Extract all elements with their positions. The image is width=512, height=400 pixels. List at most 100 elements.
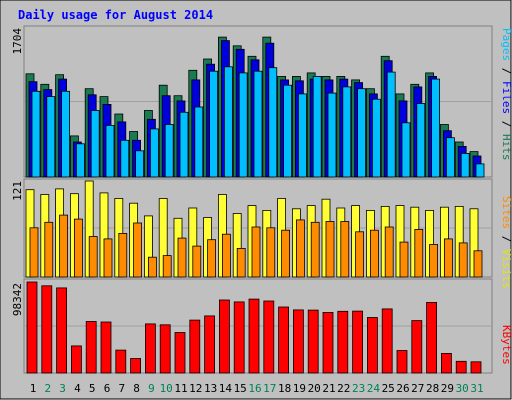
day-label-10: 10 — [160, 382, 173, 395]
kbytes-bar-day-14 — [218, 299, 230, 374]
sites-bar-day-10 — [162, 255, 172, 278]
sites-bar-day-7 — [118, 232, 128, 278]
pages-bar-day-29 — [445, 137, 455, 178]
day-label-26: 26 — [396, 382, 409, 395]
day-label-23: 23 — [352, 382, 365, 395]
kbytes-bar-day-15 — [233, 301, 245, 374]
day-axis-labels: 1 2 3 4 5 6 7 8 9 10 11 12 13 14 15 16 17 18 19 20 21 22 23 24 2… — [30, 382, 484, 395]
sites-bar-day-18 — [281, 229, 291, 278]
kbytes-bar-day-10 — [159, 324, 171, 374]
sites-bar-day-2 — [44, 221, 54, 278]
sites-bar-day-20 — [310, 221, 320, 278]
day-label-6: 6 — [104, 382, 111, 395]
day-label-5: 5 — [89, 382, 96, 395]
sites-bar-day-25 — [384, 226, 394, 278]
pages-bar-day-23 — [357, 88, 367, 178]
sites-bar-day-14 — [221, 233, 231, 278]
pages-bar-day-12 — [194, 106, 204, 178]
pages-bar-day-10 — [164, 124, 174, 178]
day-label-24: 24 — [367, 382, 381, 395]
day-label-28: 28 — [426, 382, 439, 395]
pages-bar-day-6 — [105, 125, 115, 178]
kbytes-bar-day-21 — [322, 311, 334, 374]
day-label-7: 7 — [118, 382, 125, 395]
kbytes-bar-day-11 — [174, 332, 186, 374]
legend-visits: Visits — [500, 249, 512, 289]
pages-bar-day-27 — [416, 103, 426, 178]
kbytes-bar-day-2 — [41, 285, 53, 374]
kbytes-bar-day-31 — [470, 361, 482, 374]
day-label-14: 14 — [219, 382, 233, 395]
pages-bar-day-15 — [238, 72, 248, 178]
sites-bar-day-5 — [88, 236, 98, 278]
sites-bar-day-3 — [59, 214, 68, 278]
sites-bar-day-6 — [103, 238, 113, 278]
sites-bar-day-1 — [29, 227, 39, 278]
day-label-4: 4 — [74, 382, 81, 395]
pages-bar-day-25 — [386, 71, 396, 178]
legend-files: Files — [500, 81, 512, 114]
sites-bar-day-31 — [473, 250, 483, 278]
pages-bar-day-19 — [297, 93, 307, 178]
pages-bar-day-22 — [342, 86, 352, 178]
day-label-13: 13 — [204, 382, 217, 395]
kbytes-bar-day-13 — [204, 315, 216, 374]
legend-pages: Pages — [500, 28, 512, 61]
kbytes-bar-day-3 — [56, 287, 67, 374]
day-label-18: 18 — [278, 382, 291, 395]
kbytes-bar-day-5 — [85, 321, 97, 374]
day-label-25: 25 — [382, 382, 395, 395]
pages-bar-day-17 — [268, 67, 278, 178]
kbytes-bar-day-7 — [115, 349, 127, 374]
pages-bar-day-28 — [431, 78, 441, 178]
sites-bar-day-23 — [355, 231, 365, 278]
sites-bar-day-21 — [325, 221, 335, 278]
kbytes-bar-day-25 — [381, 308, 393, 374]
day-label-20: 20 — [308, 382, 321, 395]
panel-top-ymax: 1704 — [11, 28, 24, 55]
pages-bar-day-5 — [90, 110, 100, 178]
kbytes-bar-day-16 — [248, 298, 260, 374]
pages-bar-day-8 — [135, 150, 145, 178]
sites-bar-day-9 — [147, 256, 157, 278]
sites-bar-day-8 — [133, 222, 143, 278]
day-label-16: 16 — [248, 382, 261, 395]
pages-bar-day-21 — [327, 92, 337, 178]
day-label-15: 15 — [234, 382, 247, 395]
legend-hits: Hits — [500, 134, 512, 161]
day-label-29: 29 — [441, 382, 454, 395]
sites-bar-day-17 — [266, 227, 276, 278]
kbytes-bar-day-9 — [144, 323, 156, 374]
sites-bar-day-16 — [251, 226, 261, 278]
day-label-1: 1 — [30, 382, 37, 395]
panel-top-legend: Pages / Files / Hits — [500, 28, 512, 161]
day-label-22: 22 — [337, 382, 350, 395]
kbytes-bar-day-18 — [278, 306, 290, 374]
day-label-12: 12 — [189, 382, 202, 395]
pages-bar-day-30 — [460, 152, 470, 178]
kbytes-bar-day-22 — [337, 310, 349, 374]
kbytes-bar-day-26 — [396, 350, 408, 374]
kbytes-bar-day-23 — [352, 310, 364, 374]
kbytes-bar-day-24 — [366, 317, 378, 374]
sites-bar-day-24 — [369, 229, 379, 278]
panel-mid-ymax: 121 — [11, 181, 24, 201]
kbytes-bar-day-20 — [307, 309, 319, 374]
day-label-3: 3 — [59, 382, 66, 395]
day-label-31: 31 — [470, 382, 483, 395]
panel-hits-files-pages — [23, 25, 493, 178]
day-label-30: 30 — [456, 382, 469, 395]
pages-bar-day-14 — [223, 66, 233, 178]
sites-bar-day-30 — [458, 242, 468, 278]
pages-bar-day-18 — [283, 84, 293, 178]
sites-bar-day-22 — [340, 221, 350, 278]
panel-bot-legend: KBytes — [500, 325, 512, 365]
panel-mid-legend: Sites / Visits — [500, 196, 512, 289]
sites-bar-day-15 — [236, 247, 246, 278]
day-label-19: 19 — [293, 382, 306, 395]
panel-visits-sites — [23, 178, 493, 278]
pages-bar-day-20 — [312, 76, 322, 178]
day-label-2: 2 — [44, 382, 51, 395]
pages-bar-day-1 — [31, 90, 41, 178]
panel-bot-ymax: 98342 — [11, 283, 24, 316]
